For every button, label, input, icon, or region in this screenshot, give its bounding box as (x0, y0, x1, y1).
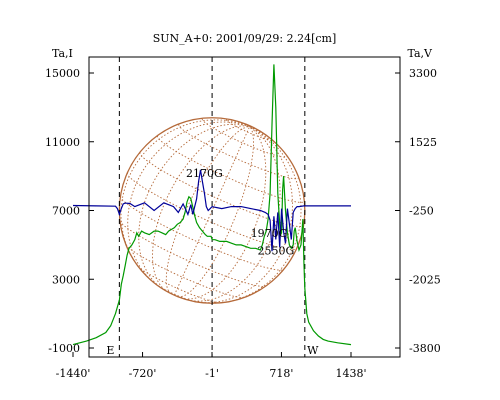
right-tick-label: -250 (409, 205, 434, 218)
left-tick-label: 11000 (45, 136, 80, 149)
graticule-line (119, 220, 266, 287)
graticule-line (137, 266, 220, 304)
right-tick-label: 1525 (409, 136, 437, 149)
field-annotation: 2550G (257, 244, 294, 257)
axes: -1000 3000 7000 11000 15000 -3800 -2025 -250 152… (45, 67, 441, 380)
left-tick-label: 15000 (45, 67, 80, 80)
graticule-line (201, 118, 288, 158)
graticule-line (173, 126, 251, 296)
graticule-line (180, 126, 267, 300)
graticule-line (152, 125, 250, 293)
left-tick-label: 7000 (52, 205, 80, 218)
field-annotation: 2170G (186, 167, 223, 180)
graticule-line (215, 126, 302, 304)
left-tick-label: -1000 (48, 342, 80, 355)
graticule-line (225, 119, 271, 140)
graticule-line (178, 124, 299, 180)
left-tick-label: 3000 (52, 273, 80, 286)
graticule-line (177, 126, 254, 298)
graticule-line (127, 121, 250, 285)
graticule-line (156, 135, 305, 203)
right-tick-label: 3300 (409, 67, 437, 80)
graticule-line (120, 119, 250, 271)
x-tick-label: 1438' (335, 367, 366, 380)
right-tick-label: -2025 (409, 273, 441, 286)
field-annotations: 2170G 1970G 2550G (186, 167, 294, 257)
graticule-line (155, 283, 195, 303)
x-tick-label: 718' (269, 367, 293, 380)
right-tick-label: -3800 (409, 342, 441, 355)
right-axis-label: Ta,V (408, 47, 434, 60)
intensity-series-line (72, 64, 352, 346)
chart-title: SUN_A+0: 2001/09/29: 2.24[cm] (153, 32, 337, 45)
limb-label: W (307, 344, 319, 357)
x-tick-label: -1440' (56, 367, 91, 380)
graticule-line (120, 196, 285, 271)
x-tick-label: -1' (205, 367, 219, 380)
graticule-line (126, 172, 298, 251)
graticule-line (138, 123, 250, 290)
left-axis-label: Ta,I (52, 47, 73, 60)
graticule-line (194, 126, 293, 304)
graticule-line (165, 125, 250, 294)
x-tick-label: -720' (129, 367, 157, 380)
field-annotation: 1970G (251, 227, 288, 240)
limb-label: E (106, 344, 114, 357)
solar-disk-grid (118, 117, 306, 304)
polarization-series-line (72, 169, 351, 252)
plot-frame (88, 56, 401, 358)
series-lines (72, 64, 352, 346)
graticule-line (139, 152, 304, 228)
